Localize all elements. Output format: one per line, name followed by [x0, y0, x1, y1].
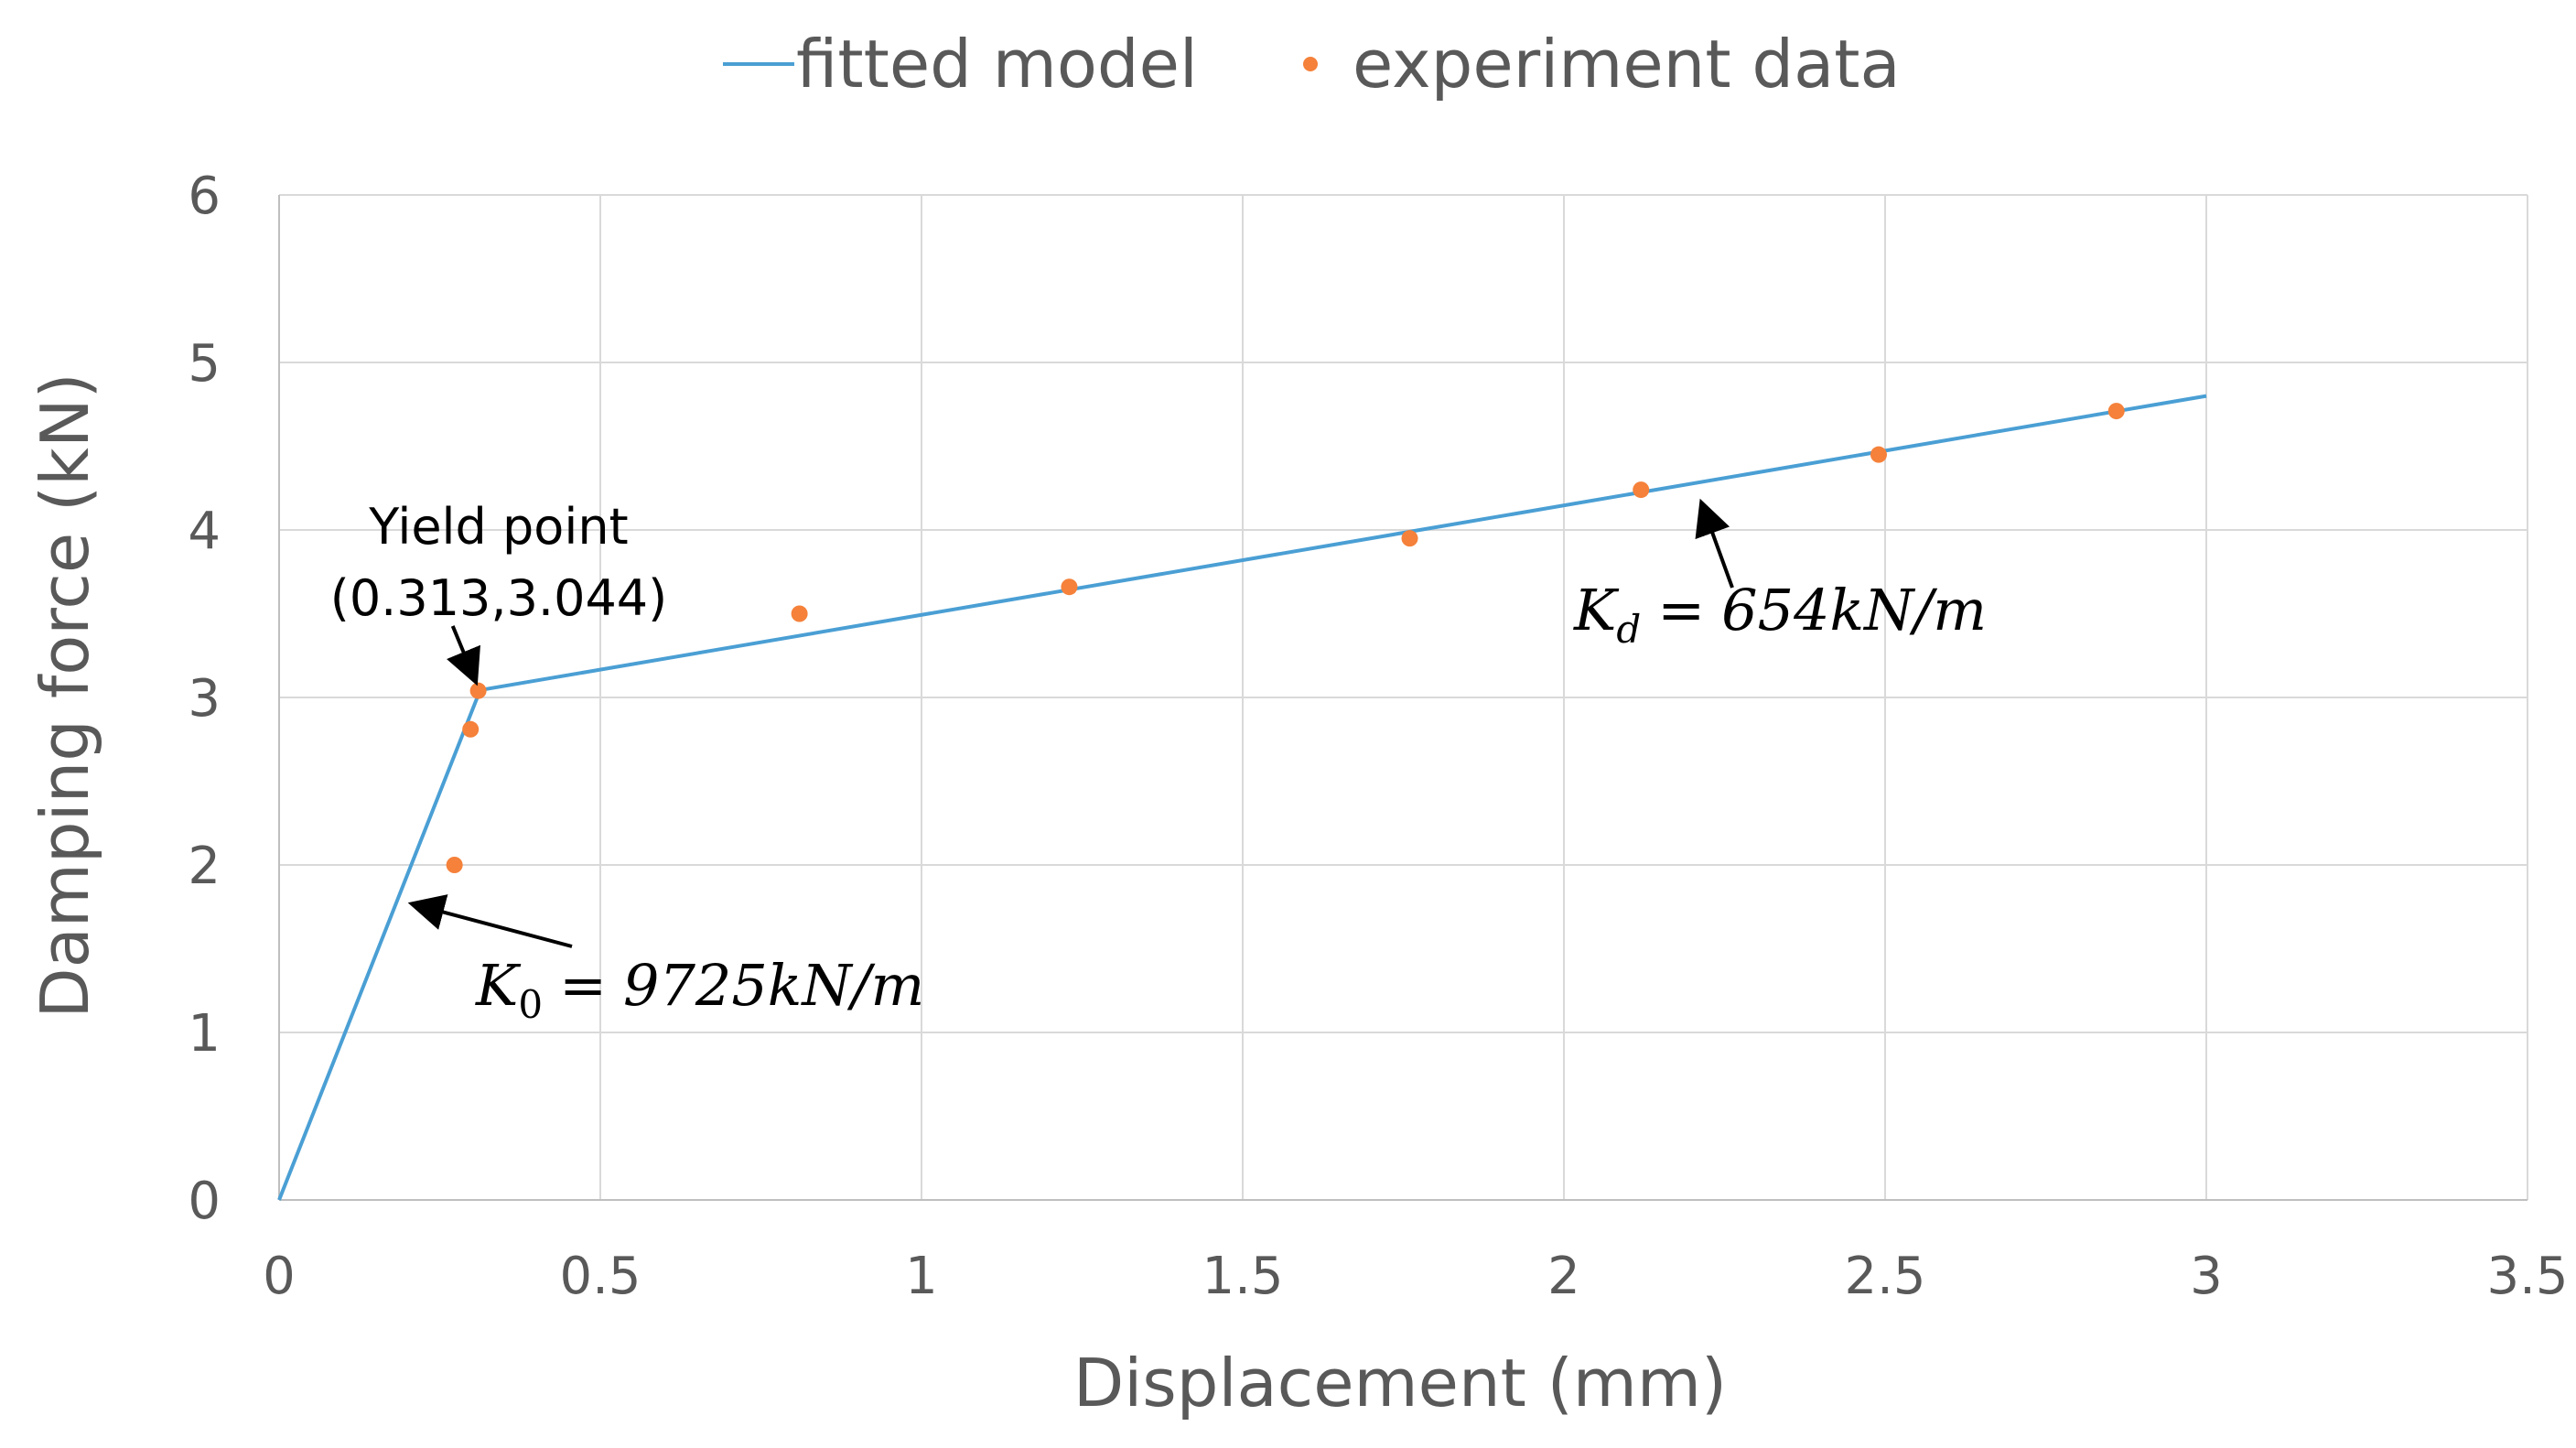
k0-arrow [407, 894, 573, 948]
kd-label: Kd = 654kN/m [1573, 577, 1987, 652]
experiment-data-point [469, 682, 487, 699]
x-tick-label: 3.5 [2486, 1247, 2568, 1306]
k0-subscript: 0 [518, 982, 543, 1027]
grid [279, 194, 2528, 1200]
legend-label-experiment-data: experiment data [1353, 26, 1901, 103]
experiment-data-point [1633, 481, 1650, 499]
yield-arrow [447, 625, 480, 686]
x-tick-label: 2 [1547, 1247, 1580, 1306]
kd-value: 654kN/m [1721, 577, 1987, 643]
y-axis-title: Damping force (kN) [27, 373, 103, 1019]
experiment-data-point [1061, 578, 1078, 596]
k0-symbol: K [475, 952, 522, 1019]
x-tick-label: 0 [263, 1247, 296, 1306]
x-tick-label: 3 [2190, 1247, 2223, 1306]
kd-subscript: d [1616, 607, 1641, 652]
kd-symbol: K [1573, 577, 1620, 643]
k0-equals: = [559, 952, 607, 1019]
x-axis-title: Displacement (mm) [1073, 1345, 1727, 1421]
tick-labels: 0 0.5 1 1.5 2 2.5 3 3.5 0 1 2 3 4 5 6 [188, 167, 2568, 1306]
legend: fitted model experiment data [723, 26, 1901, 103]
k0-label: K0 = 9725kN/m [475, 952, 924, 1027]
y-tick-label: 1 [188, 1004, 221, 1064]
yield-label: Yield point [368, 498, 628, 556]
axes [278, 195, 2527, 1201]
experiment-data-point [791, 605, 808, 622]
y-tick-label: 3 [188, 669, 221, 729]
annotation-arrows [407, 498, 1734, 948]
x-tick-label: 1 [905, 1247, 938, 1306]
x-tick-label: 2.5 [1844, 1247, 1925, 1306]
yield-coordinates: (0.313,3.044) [330, 569, 667, 627]
experiment-data-point [2107, 403, 2125, 420]
x-tick-label: 1.5 [1202, 1247, 1283, 1306]
legend-label-fitted-model: fitted model [796, 26, 1198, 103]
plot-series [277, 394, 2207, 1201]
k0-value: 9725kN/m [623, 952, 924, 1019]
y-tick-label: 2 [188, 837, 221, 896]
experiment-data-point [446, 857, 463, 873]
y-tick-label: 6 [188, 167, 221, 226]
y-tick-label: 5 [188, 334, 221, 394]
experiment-data-point [1870, 446, 1887, 463]
experiment-data-point [1401, 530, 1418, 547]
yield-annotation: Yield point (0.313,3.044) [330, 498, 667, 627]
x-tick-label: 0.5 [559, 1247, 641, 1306]
experiment-data-point [462, 720, 480, 738]
y-tick-label: 4 [188, 502, 221, 561]
kd-arrow [1695, 498, 1734, 589]
y-tick-label: 0 [188, 1172, 221, 1231]
legend-marker-swatch [1303, 57, 1318, 71]
kd-equals: = [1657, 577, 1705, 643]
